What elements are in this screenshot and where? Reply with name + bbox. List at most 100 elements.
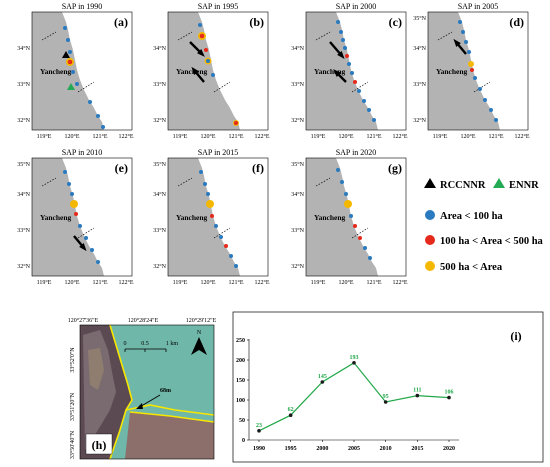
panel-label: (e) (115, 161, 128, 175)
medium-area-dot-icon (425, 235, 435, 245)
map-title: SAP in 2000 (336, 2, 377, 11)
panel-label: (f) (252, 161, 264, 175)
sap-dot-small (90, 248, 94, 252)
lon-tick: 122°E (118, 133, 133, 140)
data-label: 95 (383, 394, 389, 400)
lon-tick: 119°E (311, 133, 326, 140)
city-label: Yancheng (436, 67, 468, 76)
north-arrow-icon (191, 337, 207, 355)
map-title: SAP in 2005 (458, 2, 499, 11)
sap-dot-medium (204, 48, 208, 52)
lon-tick: 122°E (254, 279, 269, 286)
city-label: Yancheng (314, 67, 346, 76)
sap-dot-small (464, 40, 468, 44)
sap-dot-small (339, 30, 343, 34)
lat-tick: 32°N (17, 117, 30, 124)
lon-tick: 119°E (311, 279, 326, 286)
sap-dot-medium (345, 54, 349, 58)
y-tick-label: 50 (239, 418, 245, 424)
map-title: SAP in 1995 (198, 2, 239, 11)
scale-label: 1 km (166, 341, 179, 347)
sap-dot-small (75, 82, 79, 86)
panel-label: (c) (389, 15, 402, 29)
data-point (288, 413, 293, 418)
h-lat-tick: 33°51'20"N (69, 392, 76, 421)
lon-tick: 122°E (514, 133, 529, 140)
lat-tick: 33°N (153, 81, 166, 88)
y-tick-label: 200 (236, 358, 245, 364)
map-title: SAP in 2010 (62, 148, 103, 157)
map-panel: SAP in 1995 Yancheng (b) 34°N 33°N 32°N 119°E 1… (153, 2, 270, 140)
sap-dot-small (206, 59, 210, 63)
rccnnr-triangle-icon (424, 178, 436, 188)
lat-tick: 33°N (291, 81, 304, 88)
sap-dot-small (341, 38, 345, 42)
lon-tick: 119°E (37, 279, 52, 286)
panel-label-i: (i) (510, 329, 521, 343)
map-title: SAP in 1990 (62, 2, 103, 11)
y-tick-label: 150 (236, 378, 245, 384)
scale-label: 0.5 (141, 341, 149, 347)
lat-tick: 33°N (17, 227, 30, 234)
lat-tick: 32°N (17, 263, 30, 270)
panel-label: (d) (509, 15, 524, 29)
legend-small: Area < 100 ha (440, 211, 503, 222)
y-tick-label: 250 (236, 338, 245, 344)
sap-dot-medium (358, 236, 362, 240)
sap-dot-small (67, 182, 71, 186)
lon-tick: 119°E (433, 133, 448, 140)
city-label: Yancheng (176, 213, 208, 222)
line-chart: 0 50 100 150 200 250 1990 1995 2000 2005 2010 2015… (232, 311, 544, 463)
sap-dot-small (494, 118, 498, 122)
panel-label: (a) (114, 15, 128, 29)
lat-tick: 32°N (291, 117, 304, 124)
lat-tick: 34°N (291, 45, 304, 52)
sap-dot-small (206, 192, 210, 196)
lon-tick: 122°E (254, 133, 269, 140)
lat-tick: 34°N (17, 191, 30, 198)
sap-dot-small (473, 76, 477, 80)
sap-dot-small (363, 246, 367, 250)
sap-dot-small (458, 20, 462, 24)
h-lat-tick: 33°50'40"N (69, 430, 76, 459)
lon-tick: 120°E (338, 133, 353, 140)
panel-h: 120°27'36"E 120°28'24"E 120°29'12"E 33°5… (68, 317, 217, 460)
sap-dot-small (367, 108, 371, 112)
y-tick-label: 0 (242, 438, 245, 444)
city-label: Yancheng (314, 213, 346, 222)
lat-tick: 35°N (291, 161, 304, 168)
sap-dot-small (349, 214, 353, 218)
lat-tick: 32°N (291, 263, 304, 270)
sap-dot-small (214, 224, 218, 228)
x-tick-label: 2020 (443, 446, 455, 452)
map-panel: SAP in 1990 Yancheng (a) 34°N 33°N 32°N 119°E 1… (17, 2, 134, 140)
sap-dot-small (211, 73, 215, 77)
lon-tick: 121°E (366, 279, 381, 286)
sap-dot-small (198, 23, 202, 27)
lat-tick: 34°N (17, 45, 30, 52)
scale-label: 0 (124, 341, 127, 347)
x-tick-label: 1995 (285, 446, 297, 452)
sap-dot-medium (353, 224, 357, 228)
large-area-dot-icon (425, 261, 435, 271)
panel-label-h: (h) (92, 438, 107, 452)
lon-tick: 122°E (118, 279, 133, 286)
lat-tick: 32°N (153, 117, 166, 124)
map-panel: SAP in 2020 Yancheng (g) 35°N 34°N 33°N 32°N 11… (291, 148, 408, 286)
sap-dot-small (71, 70, 75, 74)
legend: RCCNNR ENNR Area < 100 ha 100 ha < Area … (424, 178, 544, 273)
sap-dot-small (344, 192, 348, 196)
x-tick-label: 2010 (380, 446, 392, 452)
sap-dot-medium (210, 214, 214, 218)
data-point (383, 400, 388, 404)
width-annotation: 68m (160, 388, 171, 394)
map-panel: SAP in 2010 Yancheng (e) 35°N 34°N 33°N 32°N 11… (17, 148, 134, 286)
lat-tick: 33°N (153, 227, 166, 234)
legend-large: 500 ha < Area (440, 262, 503, 273)
sap-dot-small (101, 125, 105, 129)
legend-rccnnr: RCCNNR (440, 180, 486, 191)
north-label: N (197, 330, 202, 336)
sap-dot-small (336, 168, 340, 172)
sap-dot-small (70, 192, 74, 196)
lon-tick: 120°E (64, 133, 79, 140)
